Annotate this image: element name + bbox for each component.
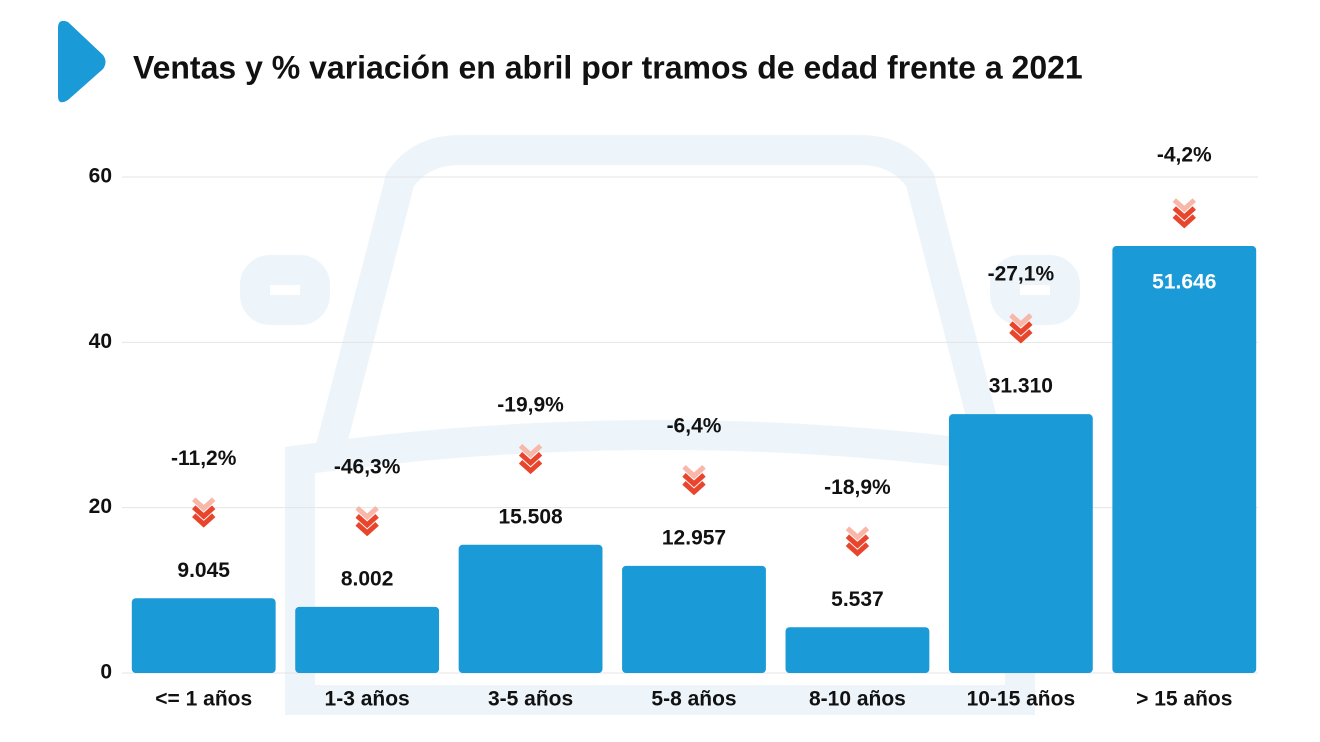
variation-label: -18,9% (824, 476, 891, 499)
value-label: 31.310 (989, 375, 1053, 398)
y-tick-label: 20 (89, 495, 112, 518)
bar (131, 598, 276, 673)
arrow-chevron (682, 481, 706, 496)
down-arrow (355, 505, 379, 537)
title-icon (58, 20, 106, 103)
down-arrow (518, 443, 543, 475)
value-label: 15.508 (498, 505, 563, 528)
down-arrow (845, 526, 870, 557)
bar (295, 606, 440, 673)
arrow-chevron (845, 526, 870, 541)
variation-label: -19,9% (497, 393, 564, 416)
arrow-chevron (192, 513, 216, 528)
x-tick-label: 5-8 años (651, 688, 736, 711)
arrow-chevron (845, 542, 870, 557)
variation-label: -46,3% (334, 455, 401, 478)
y-tick-label: 0 (100, 661, 112, 684)
arrow-chevron (518, 443, 543, 459)
bar (622, 565, 766, 673)
y-tick-label: 40 (89, 330, 112, 353)
down-arrow (682, 465, 706, 496)
arrow-chevron (355, 513, 379, 529)
variation-label: -27,1% (988, 263, 1055, 286)
variation-label: -4,2% (1157, 144, 1212, 167)
arrow-chevron (1009, 313, 1033, 328)
x-tick-label: 10-15 años (967, 688, 1076, 711)
arrow-chevron (192, 505, 216, 520)
arrow-chevron (845, 534, 870, 549)
arrow-chevron (682, 473, 706, 488)
x-tick-label: 8-10 años (809, 688, 906, 711)
chart-title: Ventas y % variación en abril por tramos… (133, 49, 1083, 85)
value-label: 9.045 (177, 559, 230, 582)
arrow-chevron (518, 451, 543, 467)
arrow-chevron (1172, 206, 1196, 221)
x-tick-label: > 15 años (1136, 688, 1232, 711)
bar (458, 544, 603, 673)
variation-label: -6,4% (667, 414, 722, 437)
down-arrow (1172, 198, 1196, 229)
arrow-chevron (518, 459, 543, 475)
bar (1112, 246, 1257, 673)
down-arrow (1009, 313, 1033, 344)
arrow-chevron (355, 505, 379, 521)
y-tick-label: 60 (89, 165, 112, 188)
x-tick-label: 3-5 años (488, 688, 573, 711)
value-label: 8.002 (341, 567, 394, 590)
value-label: 12.957 (662, 526, 726, 549)
down-arrow (192, 497, 216, 528)
value-label: 5.537 (831, 588, 884, 611)
x-tick-label: <= 1 años (155, 688, 252, 711)
arrow-chevron (1009, 321, 1033, 336)
arrow-chevron (1172, 198, 1196, 213)
bar (948, 414, 1093, 673)
x-tick-label: 1-3 años (325, 688, 410, 711)
arrow-chevron (192, 497, 216, 512)
arrow-chevron (1172, 214, 1196, 229)
variation-label: -11,2% (171, 447, 237, 470)
arrow-chevron (1009, 329, 1033, 344)
arrow-chevron (355, 521, 379, 537)
value-label: 51.646 (1152, 271, 1216, 294)
arrow-chevron (682, 465, 706, 480)
bar (785, 627, 930, 673)
